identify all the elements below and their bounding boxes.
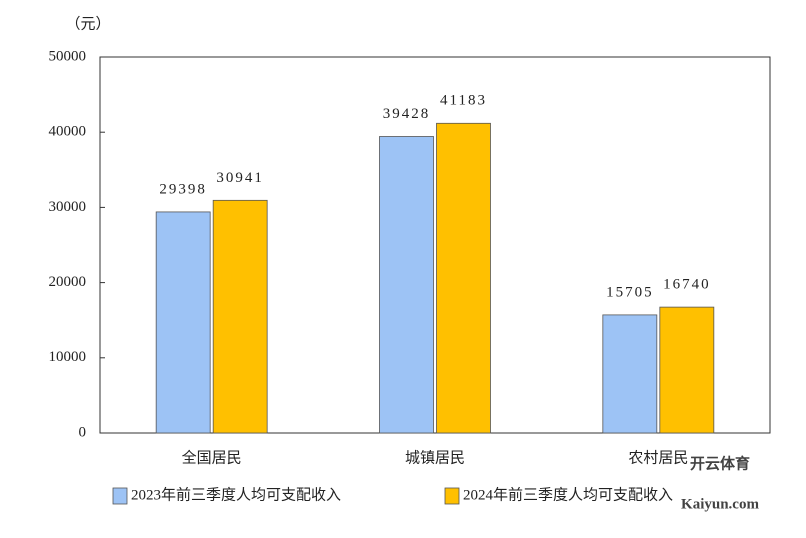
value-label: 30941 (216, 170, 264, 186)
plot-frame (99, 56, 771, 434)
bar (436, 122, 491, 434)
bar (212, 199, 268, 434)
y-tick-label: 20000 (49, 274, 87, 290)
legend-swatch (444, 487, 460, 505)
legend-label: 2024年前三季度人均可支配收入 (463, 486, 673, 503)
x-tick-label: 全国居民 (182, 448, 242, 466)
y-tick-label: 10000 (49, 349, 87, 365)
y-tick-label: 30000 (49, 199, 87, 215)
unit-label: （元） (65, 15, 110, 32)
value-label: 41183 (440, 93, 487, 109)
bar (602, 314, 658, 434)
y-tick-label: 50000 (49, 48, 87, 64)
value-label: 15705 (606, 284, 654, 300)
y-tick-label: 0 (79, 424, 87, 440)
value-label: 16740 (663, 277, 711, 293)
watermark: 开云体育 (690, 454, 750, 472)
value-label: 39428 (383, 106, 431, 122)
bar (155, 211, 211, 434)
legend-label: 2023年前三季度人均可支配收入 (131, 486, 341, 503)
value-label: 29398 (159, 181, 207, 197)
y-tick-label: 40000 (49, 124, 87, 140)
x-tick-label: 农村居民 (628, 449, 688, 466)
legend-swatch (112, 487, 128, 505)
bar (659, 306, 715, 434)
x-tick-label: 城镇居民 (405, 449, 465, 466)
watermark: Kaiyun.com (681, 496, 759, 512)
bar (379, 136, 434, 434)
